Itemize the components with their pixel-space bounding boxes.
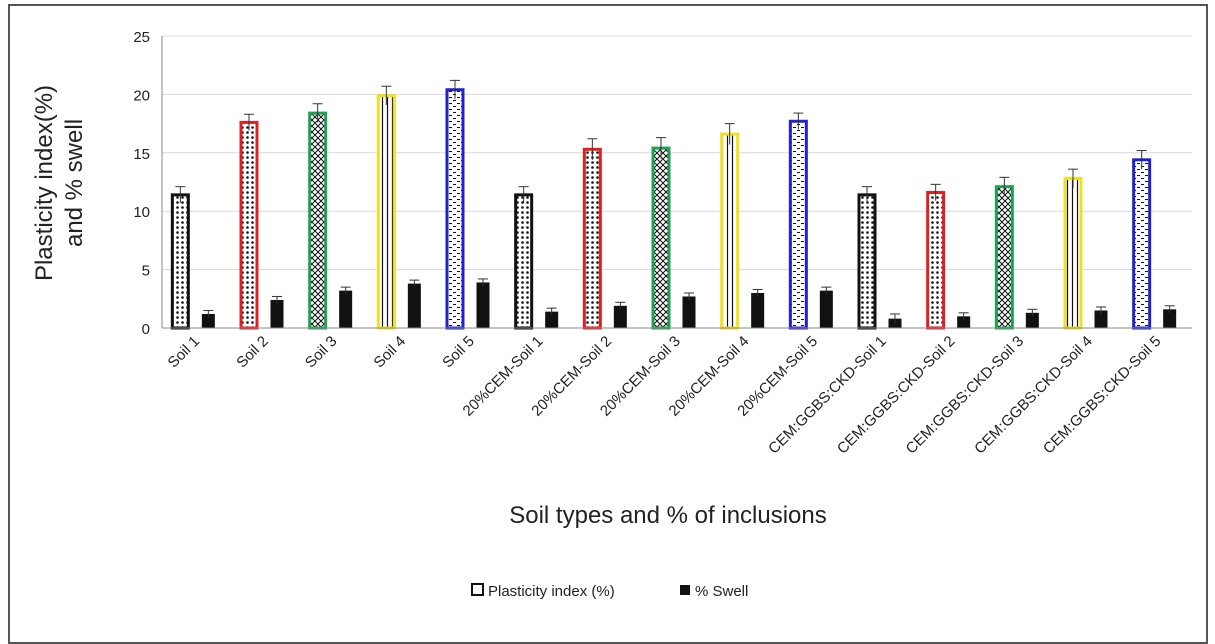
y-tick-label: 15 xyxy=(133,146,150,163)
y-tick-label: 5 xyxy=(142,263,150,280)
plasticity-bar xyxy=(722,134,738,328)
x-category-label: CEM:GGBS:CKD-Soil 3 xyxy=(903,333,1028,458)
swell-bar xyxy=(271,300,284,328)
legend-label-plasticity-index: Plasticity index (%) xyxy=(488,583,615,600)
x-axis-title: Soil types and % of inclusions xyxy=(509,502,827,529)
x-axis-categories: Soil 1 Soil 2 Soil 3 Soil 4 Soil 520%CEM-Soi… xyxy=(165,333,1165,458)
swell-bar xyxy=(477,282,490,328)
swell-bar xyxy=(408,284,421,328)
x-category-label: Soil 5 xyxy=(439,333,478,372)
plasticity-bar xyxy=(516,195,532,328)
y-axis-title-line-2: and % swell xyxy=(61,119,88,247)
swell-bar xyxy=(820,291,833,328)
x-category-label: Soil 1 xyxy=(165,333,204,372)
legend-swatch-swell xyxy=(680,585,690,595)
plasticity-bar xyxy=(584,149,600,328)
plasticity-bar xyxy=(172,195,188,328)
plasticity-bar xyxy=(928,193,944,328)
x-category-label: CEM:GGBS:CKD-Soil 2 xyxy=(834,333,959,458)
swell-bar xyxy=(683,296,696,328)
plasticity-bar xyxy=(653,148,669,328)
x-category-label: Soil 4 xyxy=(371,333,410,372)
x-category-label: CEM:GGBS:CKD-Soil 5 xyxy=(1040,333,1165,458)
plasticity-bar xyxy=(447,90,463,328)
plasticity-bar xyxy=(1134,160,1150,328)
x-category-label: Soil 2 xyxy=(233,333,272,372)
legend: Plasticity index (%) % Swell xyxy=(472,583,748,600)
swell-bar xyxy=(339,291,352,328)
plasticity-bar xyxy=(1065,178,1081,328)
plasticity-bar xyxy=(859,195,875,328)
x-category-label: CEM:GGBS:CKD-Soil 4 xyxy=(971,333,1096,458)
swell-bar xyxy=(751,293,764,328)
y-tick-label: 10 xyxy=(133,204,150,221)
bar-chart: 0 5 10 15 20 25 Soil 1 Soil 2 Soil 3 Soil 4 Soil … xyxy=(0,0,1215,620)
plasticity-bar xyxy=(790,121,806,328)
plasticity-bar xyxy=(241,122,257,328)
plasticity-bar xyxy=(996,187,1012,328)
legend-swatch-plasticity-index xyxy=(472,584,483,595)
x-category-label: CEM:GGBS:CKD-Soil 1 xyxy=(765,333,890,458)
plasticity-bar xyxy=(310,113,326,328)
plasticity-bar xyxy=(378,96,394,328)
y-axis-ticks: 0 5 10 15 20 25 xyxy=(133,29,150,338)
bars xyxy=(172,80,1176,328)
y-tick-label: 20 xyxy=(133,87,150,104)
y-tick-label: 25 xyxy=(133,29,150,46)
x-category-label: Soil 3 xyxy=(302,333,341,372)
y-tick-label: 0 xyxy=(142,321,150,338)
legend-label-swell: % Swell xyxy=(695,583,748,600)
y-axis-title-line-1: Plasticity index(%) xyxy=(31,85,58,281)
